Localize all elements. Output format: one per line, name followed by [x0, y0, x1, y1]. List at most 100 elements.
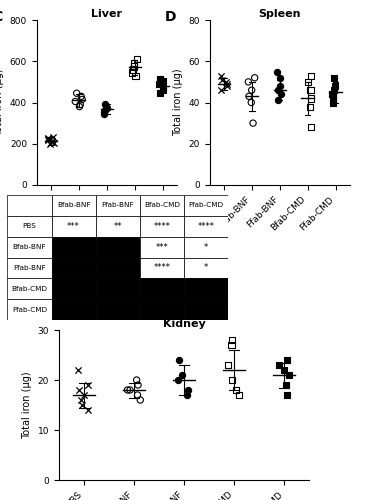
Text: ****: **** — [198, 222, 215, 231]
Point — [184, 391, 190, 399]
Point — [332, 86, 337, 94]
Text: ****: **** — [153, 222, 170, 231]
Bar — [96, 258, 140, 278]
Point — [308, 72, 314, 80]
Point — [135, 391, 141, 399]
Point — [250, 119, 256, 127]
Point — [78, 92, 84, 100]
Point — [224, 82, 230, 90]
Bar — [184, 195, 228, 216]
Point — [102, 110, 107, 118]
Point — [79, 96, 85, 104]
Point — [102, 100, 108, 108]
Point — [332, 82, 338, 90]
Point — [160, 86, 166, 94]
Text: Ffab-CMD: Ffab-CMD — [12, 306, 47, 312]
Point — [134, 376, 139, 384]
Point — [85, 381, 91, 389]
Text: **: ** — [113, 222, 122, 231]
Text: Bfab-CMD: Bfab-CMD — [11, 286, 47, 292]
Point — [137, 396, 143, 404]
Point — [330, 94, 336, 102]
Point — [284, 356, 290, 364]
Bar — [140, 195, 184, 216]
Point — [308, 123, 314, 131]
Point — [275, 68, 280, 76]
Point — [129, 68, 135, 76]
Bar — [7, 278, 52, 299]
Point — [284, 391, 290, 399]
Point — [176, 376, 181, 384]
Point — [229, 341, 234, 349]
Bar — [52, 216, 96, 236]
Text: ****: **** — [153, 264, 170, 272]
Point — [51, 138, 57, 146]
Point — [185, 386, 191, 394]
Point — [77, 100, 83, 108]
Point — [305, 78, 311, 86]
Title: Kidney: Kidney — [163, 319, 205, 329]
Text: *: * — [204, 242, 208, 252]
Point — [72, 98, 78, 106]
Bar — [184, 299, 228, 320]
Point — [45, 134, 51, 142]
Point — [79, 401, 85, 409]
Y-axis label: Total iron (μg): Total iron (μg) — [22, 371, 32, 439]
Point — [283, 381, 289, 389]
Text: Bfab-BNF: Bfab-BNF — [57, 202, 91, 208]
Point — [82, 391, 88, 399]
Bar — [52, 236, 96, 258]
Bar — [140, 299, 184, 320]
Point — [135, 381, 141, 389]
Bar — [140, 278, 184, 299]
Point — [330, 98, 336, 106]
Point — [76, 386, 82, 394]
Point — [224, 80, 230, 88]
Point — [275, 86, 281, 94]
Point — [308, 94, 314, 102]
Title: Spleen: Spleen — [258, 9, 301, 19]
Point — [217, 86, 223, 94]
Bar — [140, 216, 184, 236]
Bar — [184, 258, 228, 278]
Point — [156, 80, 162, 88]
Bar — [52, 278, 96, 299]
Point — [131, 62, 137, 70]
Bar — [96, 236, 140, 258]
Point — [158, 89, 163, 97]
Bar — [7, 195, 52, 216]
Point — [276, 361, 282, 369]
Point — [103, 102, 109, 110]
Text: Bfab-BNF: Bfab-BNF — [13, 244, 46, 250]
Y-axis label: Total iron (μg): Total iron (μg) — [0, 68, 4, 136]
Point — [176, 356, 182, 364]
Point — [307, 102, 312, 110]
Point — [226, 361, 231, 369]
Point — [47, 140, 53, 148]
Bar — [96, 278, 140, 299]
Point — [85, 406, 91, 414]
Point — [331, 74, 337, 82]
Point — [160, 77, 166, 85]
Point — [233, 386, 238, 394]
Text: Bfab-CMD: Bfab-CMD — [144, 202, 180, 208]
Point — [329, 90, 335, 98]
Point — [49, 136, 54, 144]
Bar — [52, 258, 96, 278]
Point — [74, 89, 79, 97]
Point — [275, 96, 281, 104]
Bar — [96, 195, 140, 216]
Point — [102, 106, 108, 114]
Point — [229, 336, 235, 344]
Text: Ffab-CMD: Ffab-CMD — [188, 202, 224, 208]
Point — [132, 72, 138, 80]
Bar — [7, 299, 52, 320]
Bar — [140, 236, 184, 258]
Text: C: C — [0, 10, 2, 24]
Point — [245, 78, 251, 86]
Point — [218, 72, 224, 80]
Text: D: D — [165, 10, 177, 24]
Bar — [96, 216, 140, 236]
Point — [45, 134, 50, 141]
Bar — [7, 216, 52, 236]
